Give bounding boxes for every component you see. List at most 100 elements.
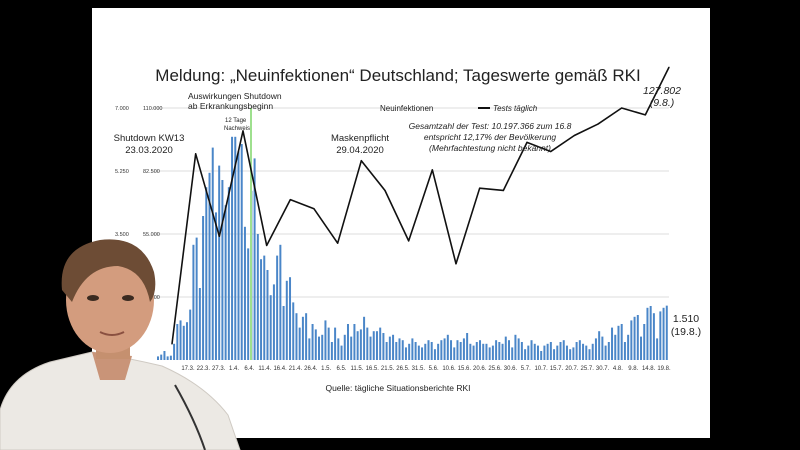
tests-point: [455, 263, 457, 265]
case-bar: [543, 345, 546, 360]
case-bar: [598, 331, 601, 360]
case-bar: [662, 307, 665, 360]
case-bar: [462, 338, 465, 360]
tests-point: [337, 242, 339, 244]
tests-point: [218, 235, 220, 237]
case-bar: [485, 343, 488, 360]
case-bar: [227, 187, 230, 360]
case-bar: [176, 324, 179, 360]
case-bar: [308, 338, 311, 360]
case-bar: [504, 336, 507, 360]
case-bar: [253, 158, 256, 360]
case-bar: [585, 345, 588, 360]
case-bar: [324, 320, 327, 360]
case-bar: [469, 343, 472, 360]
x-tick-label: 10.7.: [534, 366, 548, 372]
slide-title: Meldung: „Neuinfektionen“ Deutschland; T…: [155, 66, 640, 85]
case-bar: [414, 342, 417, 360]
case-bar: [192, 244, 195, 360]
case-bar: [179, 320, 182, 360]
case-bar: [430, 342, 433, 360]
case-bar: [524, 349, 527, 360]
x-tick-label: 10.6.: [442, 366, 456, 372]
case-bar: [527, 345, 530, 360]
x-tick-label: 5.6.: [429, 366, 439, 372]
case-bar: [202, 216, 205, 360]
case-bar: [337, 338, 340, 360]
case-bar: [627, 334, 630, 360]
case-bar: [350, 336, 353, 360]
case-bar: [359, 329, 362, 360]
tests-point: [479, 187, 481, 189]
case-bar: [321, 334, 324, 360]
case-bar: [556, 345, 559, 360]
case-bar: [594, 338, 597, 360]
shutdown-label-line2: 23.03.2020: [125, 145, 173, 156]
shutdown-effect-marker: [250, 108, 252, 360]
x-tick-label: 14.8.: [642, 366, 656, 372]
x-tick-label: 16.5.: [366, 366, 380, 372]
x-tick-label: 11.5.: [350, 366, 363, 372]
case-bar: [553, 349, 556, 360]
case-bar: [507, 340, 510, 360]
shutdown-effect-line1: Auswirkungen Shutdown: [188, 91, 282, 101]
x-tick-label: 30.7.: [596, 366, 610, 372]
case-bar: [292, 302, 295, 360]
case-bar: [305, 313, 308, 360]
x-tick-label: 25.6.: [488, 366, 502, 372]
case-bar: [588, 349, 591, 360]
case-bar: [334, 327, 337, 360]
case-bar: [237, 151, 240, 360]
case-bar: [498, 342, 501, 360]
case-bar: [643, 324, 646, 360]
days-label-line1: 12 Tage: [225, 118, 247, 124]
case-bar: [404, 347, 407, 360]
case-bar: [517, 338, 520, 360]
case-bar: [375, 331, 378, 360]
case-bar: [482, 343, 485, 360]
x-tick-label: 15.6.: [458, 366, 472, 372]
case-bar: [173, 343, 176, 360]
case-bar: [318, 336, 321, 360]
case-bar: [408, 343, 411, 360]
y-left-tick-label: 3.500: [115, 232, 129, 238]
case-bar: [472, 345, 475, 360]
case-bar: [166, 356, 169, 360]
tests-point: [431, 169, 433, 171]
tests-point: [360, 160, 362, 162]
x-tick-label: 30.6.: [504, 366, 518, 372]
x-tick-label: 9.8.: [628, 366, 638, 372]
case-bar: [511, 347, 514, 360]
case-bar: [330, 342, 333, 360]
case-bar: [392, 334, 395, 360]
case-bar: [424, 343, 427, 360]
case-bar: [243, 226, 246, 360]
x-tick-label: 6.5.: [337, 366, 347, 372]
case-bar: [279, 244, 282, 360]
case-bar: [565, 345, 568, 360]
case-bar: [401, 340, 404, 360]
last-tests-value: 127.802: [643, 85, 681, 97]
case-bar: [311, 324, 314, 360]
case-bar: [623, 342, 626, 360]
chart: Meldung: „Neuinfektionen“ Deutschland; T…: [114, 66, 702, 393]
case-bar: [353, 324, 356, 360]
case-bar: [266, 270, 269, 360]
last-cases-date: (19.8.): [671, 326, 701, 338]
tests-point: [621, 107, 623, 109]
case-bar: [395, 342, 398, 360]
case-bar: [366, 327, 369, 360]
case-bar: [189, 309, 192, 360]
case-bar: [617, 325, 620, 360]
case-bar: [575, 342, 578, 360]
tests-point: [195, 153, 197, 155]
x-tick-label: 26.5.: [396, 366, 410, 372]
mask-label-line1: Maskenpflicht: [331, 133, 389, 144]
shutdown-label-line1: Shutdown KW13: [114, 133, 185, 144]
mask-label-line2: 29.04.2020: [336, 145, 384, 156]
tests-point: [597, 123, 599, 125]
case-bar: [446, 334, 449, 360]
tests-point: [266, 244, 268, 247]
x-tick-label: 6.4.: [244, 366, 254, 372]
y-left-tick-label: 1.750: [115, 295, 129, 301]
